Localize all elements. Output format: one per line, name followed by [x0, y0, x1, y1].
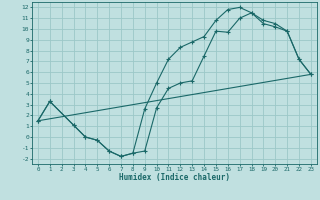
X-axis label: Humidex (Indice chaleur): Humidex (Indice chaleur) [119, 173, 230, 182]
